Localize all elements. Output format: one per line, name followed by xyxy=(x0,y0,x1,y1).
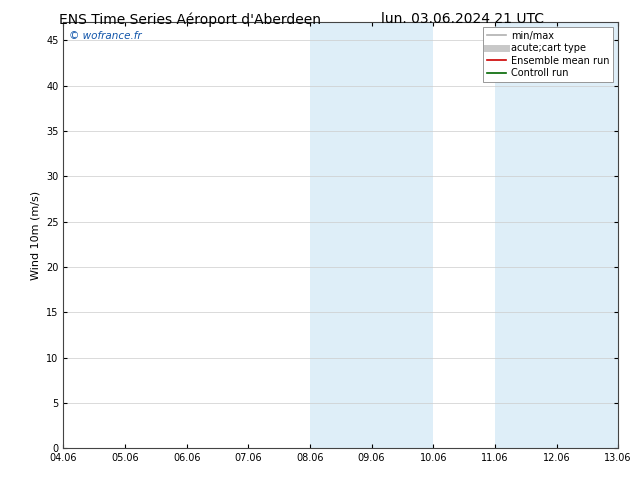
Text: © wofrance.fr: © wofrance.fr xyxy=(69,30,141,41)
Text: lun. 03.06.2024 21 UTC: lun. 03.06.2024 21 UTC xyxy=(381,12,545,26)
Y-axis label: Wind 10m (m/s): Wind 10m (m/s) xyxy=(30,191,41,280)
Text: ENS Time Series Aéroport d'Aberdeen: ENS Time Series Aéroport d'Aberdeen xyxy=(59,12,321,27)
Bar xyxy=(495,22,618,448)
Bar xyxy=(310,22,433,448)
Legend: min/max, acute;cart type, Ensemble mean run, Controll run: min/max, acute;cart type, Ensemble mean … xyxy=(482,27,613,82)
